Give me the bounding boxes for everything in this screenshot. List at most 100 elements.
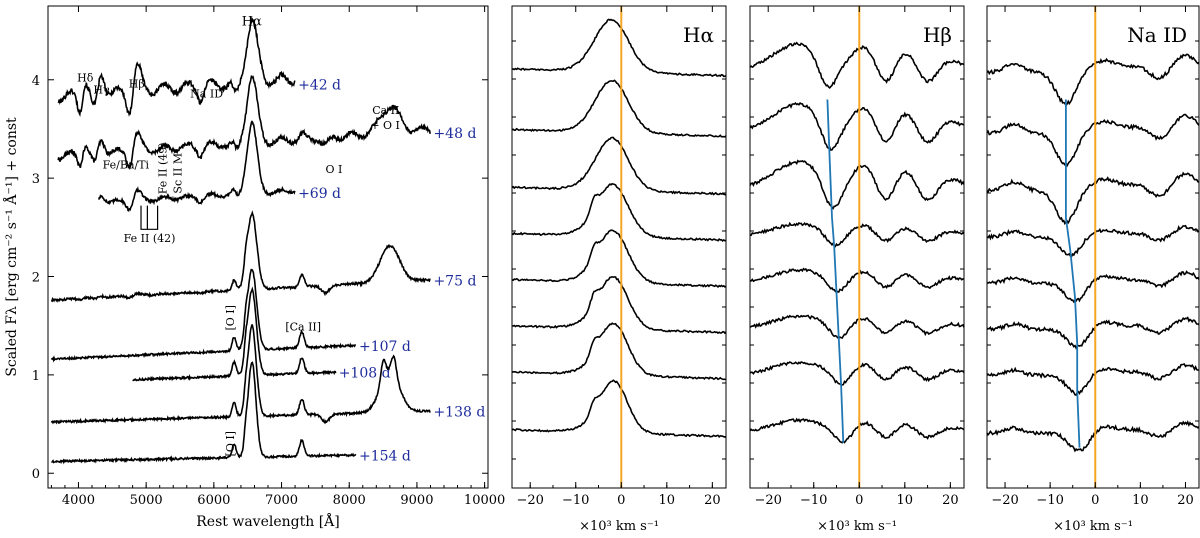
line-annotation: [O I] (224, 431, 237, 456)
velocity-profile-line (511, 182, 727, 242)
spectrum-line (50, 210, 431, 303)
line-annotation: Fe/Ba/Ti (103, 158, 150, 171)
line-annotation: [O I] (224, 305, 237, 330)
velocity-profile-line (986, 363, 1200, 396)
epoch-label: +48 d (433, 126, 476, 142)
y-tick-label: 2 (32, 271, 40, 286)
x-tick-label: −10 (562, 493, 589, 508)
x-tick-label: −20 (991, 493, 1018, 508)
velocity-profile-line (986, 113, 1200, 168)
x-tick-label: 5000 (130, 493, 163, 508)
line-annotation: Hδ (77, 72, 94, 85)
spectrum-line (98, 120, 296, 212)
velocity-profile-line (511, 229, 727, 288)
velocity-profile-line (986, 53, 1200, 107)
x-axis-label: ×10³ km s⁻¹ (817, 519, 897, 534)
y-axis-label: Scaled Fλ [erg cm⁻² s⁻¹ Å⁻¹] + const (2, 117, 20, 377)
spectrum-line (57, 75, 431, 171)
x-axis-label: ×10³ km s⁻¹ (1053, 519, 1133, 534)
y-tick-label: 4 (32, 74, 40, 89)
velocity-profile-line (749, 417, 965, 444)
epoch-label: +138 d (433, 405, 485, 421)
line-annotation: Na ID (190, 87, 223, 100)
line-annotation: [Ca II] (285, 321, 321, 334)
x-tick-label: 10 (897, 493, 914, 508)
x-tick-label: 10000 (464, 493, 505, 508)
panel-ha: −20 −10 0 10 20 ×10³ km s⁻¹ Hα (511, 5, 727, 534)
panel-full-spectra: +42 d +48 d +69 d +75 d +107 d +108 d +138 d +1… (2, 5, 505, 530)
line-annotation: Fe II (49) (156, 142, 169, 194)
x-tick-label: 9000 (400, 493, 433, 508)
epoch-label: +107 d (359, 339, 411, 355)
x-tick-label: −10 (1036, 493, 1063, 508)
line-annotation: + O I (370, 119, 400, 132)
velocity-profile-line (986, 270, 1200, 304)
x-tick-label: 4000 (62, 493, 95, 508)
panel-title: Hα (683, 23, 714, 47)
line-annotation: Fe II (42) (124, 232, 176, 245)
velocity-profile-line (511, 379, 727, 438)
spectrum-line (50, 268, 356, 363)
panel-hb: −20 −10 0 10 20 ×10³ km s⁻¹ Hβ (749, 5, 965, 534)
velocity-profile-line (511, 18, 727, 78)
velocity-profile-line (749, 159, 965, 210)
spectrum-line (57, 16, 296, 117)
panel-na: −20 −10 0 10 20 ×10³ km s⁻¹ Na ID (986, 5, 1200, 534)
velocity-profile-line (986, 420, 1200, 453)
x-tick-label: 6000 (197, 493, 230, 508)
velocity-profile-line (749, 267, 965, 293)
velocity-profile-line (749, 221, 965, 248)
spectrum-line (50, 324, 431, 425)
line-annotation: O I (325, 163, 342, 176)
velocity-profile-line (749, 41, 965, 90)
panel-frame (511, 5, 727, 489)
spectrum-line (132, 286, 337, 382)
epoch-label: +154 d (359, 449, 411, 465)
velocity-track-line (826, 99, 845, 443)
x-tick-label: 8000 (333, 493, 366, 508)
velocity-profile-line (512, 275, 727, 335)
x-tick-label: 0 (617, 493, 625, 508)
panel-title: Na ID (1127, 23, 1187, 47)
panel-frame (749, 5, 965, 489)
line-annotation: Sc II M (171, 153, 184, 194)
velocity-profile-line (749, 361, 965, 386)
velocity-profile-line (749, 314, 965, 340)
x-tick-label: −20 (754, 493, 781, 508)
epoch-label: +108 d (339, 366, 391, 382)
velocity-profile-line (511, 322, 727, 381)
x-tick-label: 0 (1091, 493, 1099, 508)
velocity-track-line (1065, 99, 1081, 448)
x-tick-label: 10 (1132, 493, 1149, 508)
y-tick-label: 0 (32, 467, 40, 482)
panel-frame (986, 5, 1200, 489)
x-axis-label: ×10³ km s⁻¹ (579, 519, 659, 534)
x-tick-label: 20 (704, 493, 721, 508)
line-annotation: Hα (242, 15, 262, 30)
velocity-profile-line (511, 136, 727, 196)
y-tick-label: 3 (32, 172, 40, 187)
velocity-profile-line (511, 79, 727, 138)
spectrum-line (51, 361, 357, 465)
velocity-profile-line (986, 316, 1200, 350)
x-tick-label: 20 (1177, 493, 1194, 508)
x-tick-label: −10 (800, 493, 827, 508)
y-tick-label: 1 (32, 369, 40, 384)
x-tick-label: 0 (855, 493, 863, 508)
x-tick-label: 7000 (265, 493, 298, 508)
x-tick-label: 20 (942, 493, 959, 508)
velocity-profile-line (749, 101, 964, 151)
x-tick-label: 10 (659, 493, 676, 508)
x-tick-label: −20 (516, 493, 543, 508)
epoch-label: +75 d (433, 274, 476, 290)
panel-title: Hβ (923, 23, 952, 47)
velocity-profile-line (986, 224, 1200, 258)
epoch-label: +42 d (298, 77, 341, 93)
line-annotation: Ca II (372, 104, 399, 117)
fe-ii-42-bracket (140, 205, 159, 230)
epoch-label: +69 d (298, 186, 341, 202)
line-annotation: Hγ (93, 84, 110, 97)
velocity-profile-line (986, 171, 1200, 226)
line-annotation: Hβ (129, 78, 145, 91)
